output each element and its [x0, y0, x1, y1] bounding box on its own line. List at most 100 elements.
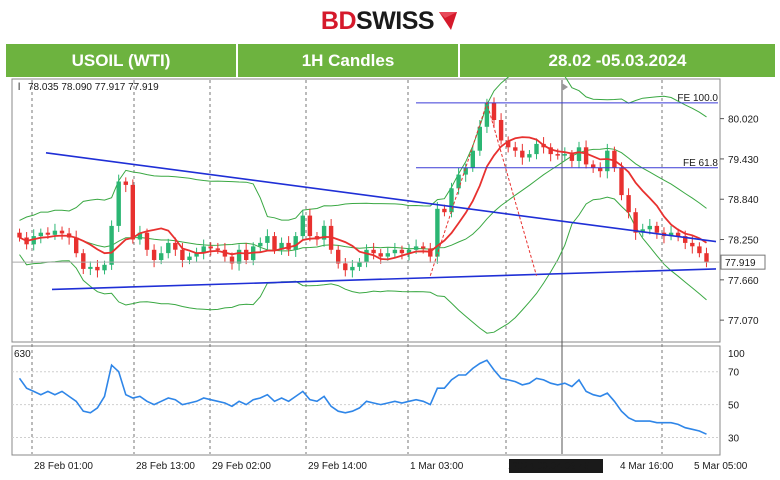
- time-tick-label: 4 Mar 16:00: [620, 461, 674, 472]
- candle-body: [647, 225, 652, 230]
- candle-body: [137, 232, 143, 240]
- candle-body: [598, 167, 603, 172]
- candle-body: [534, 143, 539, 155]
- candle-body: [591, 164, 596, 168]
- candle-body: [123, 181, 128, 185]
- rsi-tick-label: 70: [728, 368, 740, 379]
- time-tick-label: 29 Feb 02:00: [212, 461, 271, 472]
- candle-body: [392, 249, 398, 254]
- candle-body: [633, 212, 638, 233]
- candle-body: [272, 236, 277, 250]
- time-tick-label: 28 Feb 01:00: [34, 461, 93, 472]
- candle-body: [109, 225, 114, 265]
- candle-body: [180, 249, 185, 260]
- ohlc-readout: 78.035 78.090 77.917 77.919: [28, 82, 159, 93]
- candle-body: [102, 264, 107, 271]
- candle-body: [697, 246, 702, 254]
- candle-body: [605, 150, 610, 172]
- price-pane: [11, 78, 721, 343]
- price-axis: 80.020 79.430 78.840 78.250 77.660 77.070 77.9…: [720, 115, 766, 327]
- candle-body: [350, 266, 355, 271]
- candle-body: [151, 249, 157, 260]
- descending-trendline: [45, 151, 717, 243]
- candle-body: [194, 253, 199, 257]
- period-label: 28.02 -05.03.2024: [548, 50, 687, 70]
- brand-logo-swiss: SWISS: [356, 6, 435, 35]
- crosshair-marker: [562, 83, 568, 91]
- candle-body: [45, 232, 51, 235]
- rsi-tick-label: 50: [728, 401, 740, 412]
- last-price-label: 77.919: [725, 258, 756, 269]
- rsi-level-label: 630: [14, 349, 31, 360]
- chart-header: USOIL (WTI) 1H Candles 28.02 -05.03.2024: [6, 44, 775, 77]
- candle-body: [229, 256, 235, 264]
- fibonacci-expansion: FE 100.0 FE 61.8: [416, 93, 718, 276]
- candle-body: [654, 225, 660, 233]
- rsi-pane: [11, 345, 721, 456]
- candle-body: [59, 230, 65, 234]
- candle-body: [88, 266, 93, 269]
- rsi-tick-label: 100: [728, 349, 745, 360]
- flag-icon: [439, 12, 458, 30]
- time-tick-label: 29 Feb 14:00: [308, 461, 367, 472]
- candle-body: [187, 256, 192, 260]
- candle-body: [159, 253, 164, 260]
- candle-body: [527, 154, 532, 158]
- fe-anchor-path: [429, 101, 537, 276]
- time-tick-label: 1 Mar 03:00: [410, 461, 464, 472]
- candle-body: [583, 147, 589, 165]
- price-tick-label: 78.250: [728, 236, 759, 247]
- timeframe-label: 1H Candles: [238, 44, 460, 77]
- candle-body: [463, 167, 468, 175]
- instrument-label: USOIL (WTI): [6, 44, 238, 77]
- price-tick-label: 80.020: [728, 115, 759, 126]
- candle-body: [38, 232, 43, 237]
- ma-line: [19, 136, 707, 261]
- rsi-line: [18, 359, 707, 435]
- candle-body: [293, 236, 298, 250]
- price-tick-label: 78.840: [728, 195, 759, 206]
- fe-61-label: FE 61.8: [683, 158, 718, 169]
- candle-body: [201, 246, 206, 254]
- candle-body: [378, 253, 383, 257]
- candle-body: [442, 208, 447, 213]
- candle-body: [17, 232, 22, 238]
- brand-logo-bd: BD: [320, 6, 357, 35]
- candle-body: [640, 229, 645, 233]
- time-tick-label: 5 Mar 05:00: [694, 461, 748, 472]
- candle-body: [364, 249, 369, 263]
- last-price-box: [720, 254, 766, 270]
- candle-body: [470, 150, 475, 168]
- price-chart: FE 100.0 FE 61.8 80.020 79.430 78.840 78.250…: [11, 77, 766, 473]
- candle-body: [562, 154, 567, 156]
- candle-body: [690, 242, 695, 247]
- trendlines: [12, 151, 720, 291]
- fe-100-label: FE 100.0: [677, 93, 718, 104]
- ascending-trendline: [51, 268, 717, 291]
- candle-body: [619, 167, 624, 196]
- brand-logo: BD SWISS: [0, 4, 780, 38]
- candle-body: [449, 188, 454, 213]
- candle-body: [569, 154, 575, 161]
- candle-body: [236, 249, 242, 264]
- candle-body: [144, 232, 150, 250]
- candle-body: [208, 246, 213, 249]
- candle-body: [300, 215, 305, 237]
- candle-body: [74, 237, 79, 254]
- candle-body: [166, 242, 171, 254]
- candle-body: [704, 253, 709, 263]
- candle-body: [244, 249, 249, 260]
- price-tick-label: 77.660: [728, 276, 759, 287]
- candle-body: [548, 147, 553, 155]
- candle-body: [116, 181, 121, 226]
- candle-body: [626, 195, 631, 213]
- candle-body: [307, 215, 313, 237]
- candle-body: [357, 262, 362, 267]
- time-tick-label: 28 Feb 13:00: [136, 461, 195, 472]
- candle-body: [321, 225, 327, 240]
- upper-band: [19, 77, 707, 221]
- candle-body: [215, 248, 220, 250]
- candle-body: [336, 249, 341, 264]
- candle-body: [371, 249, 376, 254]
- candle-body: [421, 246, 426, 249]
